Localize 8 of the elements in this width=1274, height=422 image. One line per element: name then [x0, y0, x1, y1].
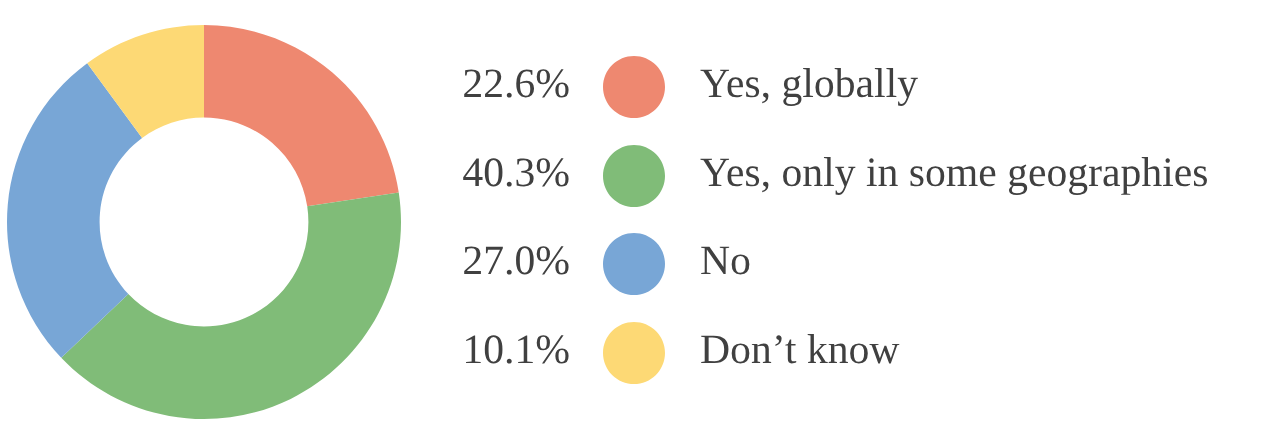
legend-label: No: [701, 246, 750, 275]
legend-label: Yes, globally: [700, 68, 918, 106]
legend-label: Don’t know: [701, 334, 900, 364]
data-label: 10.1%: [466, 335, 569, 364]
data-label: 27.0%: [464, 246, 569, 275]
data-label: 40.3%: [463, 158, 569, 187]
legend-label: Yes, only in some geographies: [700, 157, 1207, 195]
data-label: 22.6%: [464, 69, 569, 98]
